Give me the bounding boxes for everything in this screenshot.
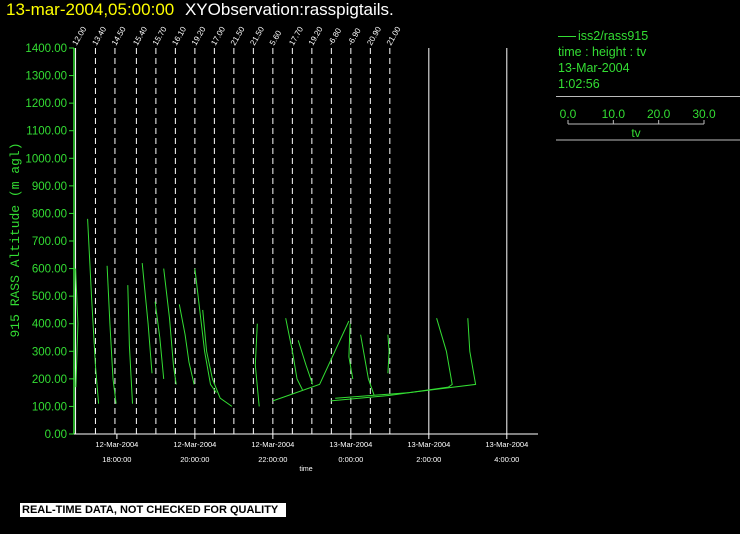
- x-tick-date-5: 13-Mar-2004: [485, 440, 528, 449]
- y-axis-label: 915 RASS Altitude (m agl): [8, 142, 23, 337]
- y-tick-label-1: 100.00: [32, 401, 67, 413]
- reference-line-label-16: 21.00: [385, 25, 403, 47]
- reference-line-label-5: 16.10: [170, 25, 188, 47]
- series-line-15: [360, 334, 375, 396]
- legend-date: 13-Mar-2004: [558, 61, 630, 75]
- series-line-12: [285, 318, 303, 391]
- reference-line-label-1: 13.40: [90, 25, 108, 47]
- y-tick-label-13: 1300.00: [25, 71, 67, 83]
- series-line-16: [387, 334, 390, 374]
- series-line-6: [163, 268, 177, 385]
- y-tick-label-3: 300.00: [32, 346, 67, 358]
- y-tick-label-2: 200.00: [32, 374, 67, 386]
- x-tick-date-1: 12-Mar-2004: [173, 440, 216, 449]
- quality-disclaimer: REAL-TIME DATA, NOT CHECKED FOR QUALITY: [20, 503, 287, 517]
- scale-tick-label-0: 0.0: [560, 107, 577, 121]
- series-line-10: [254, 323, 260, 407]
- series-line-3: [127, 285, 133, 404]
- y-ticks: 0.00 100.00 200.00 300.00 400.00 500.00 600.00…: [25, 43, 74, 441]
- y-tick-label-7: 700.00: [32, 236, 67, 248]
- x-tick-time-0: 18:00:00: [102, 455, 131, 464]
- series-line-4: [141, 263, 153, 374]
- reference-line-label-2: 14.50: [110, 25, 128, 47]
- reference-line-label-10: 5.60: [268, 29, 284, 47]
- x-ticks: 12-Mar-2004 18:00:00 12-Mar-2004 20:00:00 12…: [95, 434, 528, 464]
- series-line-8: [194, 268, 217, 393]
- series-line-14: [348, 323, 354, 379]
- series-line-11: [272, 320, 350, 402]
- series-group: [75, 218, 477, 407]
- reference-line-label-14: -6.90: [346, 26, 363, 47]
- legend-series-label: iss2/rass915: [578, 29, 649, 43]
- reference-labels: 12.00 13.40 14.50 15.40 15.70 16.10 19.20 17.00…: [70, 25, 402, 47]
- series-line-9: [202, 309, 233, 407]
- y-tick-label-8: 800.00: [32, 208, 67, 220]
- reference-line-label-6: 19.20: [190, 25, 208, 47]
- y-tick-label-10: 1000.00: [25, 153, 67, 165]
- x-tick-date-2: 12-Mar-2004: [251, 440, 294, 449]
- legend-series: iss2/rass915: [556, 28, 740, 44]
- y-tick-label-9: 900.00: [32, 181, 67, 193]
- scale-tick-label-1: 10.0: [602, 107, 626, 121]
- scale-label: tv: [631, 126, 640, 140]
- legend-time: 1:02:56: [558, 77, 600, 91]
- title-timestamp: 13-mar-2004,05:00:00: [6, 0, 175, 19]
- axes: [73, 48, 538, 435]
- y-tick-label-0: 0.00: [45, 429, 67, 441]
- series-line-7: [178, 304, 195, 385]
- reference-line-label-15: 20.90: [365, 25, 383, 47]
- series-line-5: [154, 301, 165, 379]
- x-tick-time-1: 20:00:00: [180, 455, 209, 464]
- series-line-18: [335, 318, 477, 399]
- legend-line-swatch: [558, 36, 576, 38]
- y-tick-label-12: 1200.00: [25, 98, 67, 110]
- reference-line-label-7: 17.00: [209, 25, 227, 47]
- series-line-2: [106, 265, 117, 404]
- legend-panel: iss2/rass915 time : height : tv 13-Mar-2…: [556, 28, 740, 141]
- reference-line-label-12: 19.20: [307, 25, 325, 47]
- scale-tick-label-3: 30.0: [692, 107, 716, 121]
- reference-line-label-4: 15.70: [151, 25, 169, 47]
- legend-divider-top: [556, 96, 740, 97]
- x-tick-time-2: 22:00:00: [258, 455, 287, 464]
- x-tick-date-3: 13-Mar-2004: [329, 440, 372, 449]
- reference-line-label-11: 17.70: [287, 25, 305, 47]
- x-tick-time-4: 2:00:00: [416, 455, 441, 464]
- x-axis-label: time: [299, 466, 312, 473]
- title-name: XYObservation:rasspigtails.: [184, 0, 394, 19]
- scale-tick-label-2: 20.0: [647, 107, 671, 121]
- y-tick-label-14: 1400.00: [25, 43, 67, 55]
- x-tick-date-4: 13-Mar-2004: [407, 440, 450, 449]
- x-tick-time-3: 0:00:00: [338, 455, 363, 464]
- series-line-13: [297, 340, 314, 385]
- y-tick-label-5: 500.00: [32, 291, 67, 303]
- series-line-1: [87, 218, 100, 404]
- legend-scale: 0.0 10.0 20.0 30.0 tv: [556, 107, 740, 141]
- series-line-0: [75, 268, 79, 388]
- legend-axis-desc: time : height : tv: [558, 45, 647, 59]
- reference-lines: [75, 48, 508, 434]
- reference-line-label-8: 21.50: [229, 25, 247, 47]
- y-tick-label-4: 400.00: [32, 319, 67, 331]
- reference-line-label-0: 12.00: [70, 25, 88, 47]
- x-tick-date-0: 12-Mar-2004: [95, 440, 138, 449]
- x-tick-time-5: 4:00:00: [494, 455, 519, 464]
- y-tick-label-6: 600.00: [32, 264, 67, 276]
- reference-line-label-3: 15.40: [131, 25, 149, 47]
- y-tick-label-11: 1100.00: [26, 126, 67, 138]
- chart-title: 13-mar-2004,05:00:00 XYObservation:rassp…: [6, 0, 394, 20]
- series-line-17: [330, 318, 453, 402]
- reference-line-label-13: -6.80: [326, 26, 343, 47]
- reference-line-label-9: 21.50: [248, 25, 266, 47]
